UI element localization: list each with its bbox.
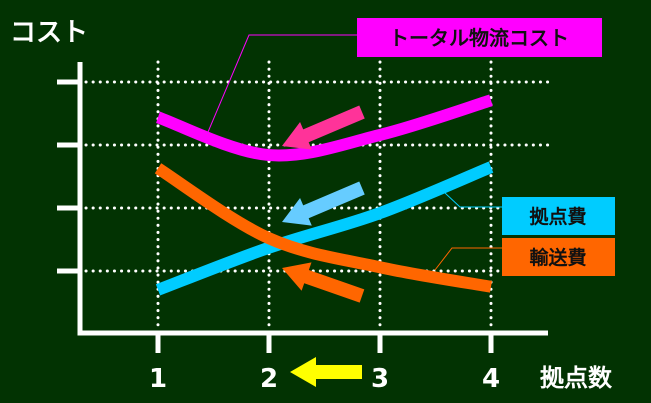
axes xyxy=(57,62,548,353)
x-axis-label: 拠点数 xyxy=(540,364,613,392)
x-tick-labels: 1 2 3 4 xyxy=(149,364,500,394)
grid xyxy=(84,60,550,332)
transport-leader-line xyxy=(434,247,502,271)
legend-total-label: トータル物流コスト xyxy=(389,26,569,50)
base-arrow-icon xyxy=(282,181,365,226)
y-axis-label: コスト xyxy=(10,18,88,48)
series-line-2 xyxy=(154,163,493,293)
legend-base-label: 拠点費 xyxy=(529,205,586,228)
legend-transport-box xyxy=(502,238,615,276)
base-leader-line xyxy=(444,192,502,208)
legend-transport-label: 輸送費 xyxy=(529,246,586,269)
x-tick-label: 3 xyxy=(371,364,389,394)
total-leader-line xyxy=(207,34,357,133)
x-axis-arrow-icon xyxy=(290,357,362,387)
legend-total-box xyxy=(357,18,602,57)
legend-base-box xyxy=(502,197,615,235)
series-line-1 xyxy=(155,161,494,296)
series-line-0 xyxy=(155,94,493,162)
x-tick-label: 1 xyxy=(149,364,167,394)
transport-arrow-icon xyxy=(282,262,365,303)
x-tick-label: 2 xyxy=(260,364,278,394)
total-arrow-icon xyxy=(282,105,365,150)
axis-lines xyxy=(77,62,548,336)
series-lines xyxy=(154,94,494,296)
x-tick-label: 4 xyxy=(482,364,500,394)
arrows xyxy=(282,105,365,387)
